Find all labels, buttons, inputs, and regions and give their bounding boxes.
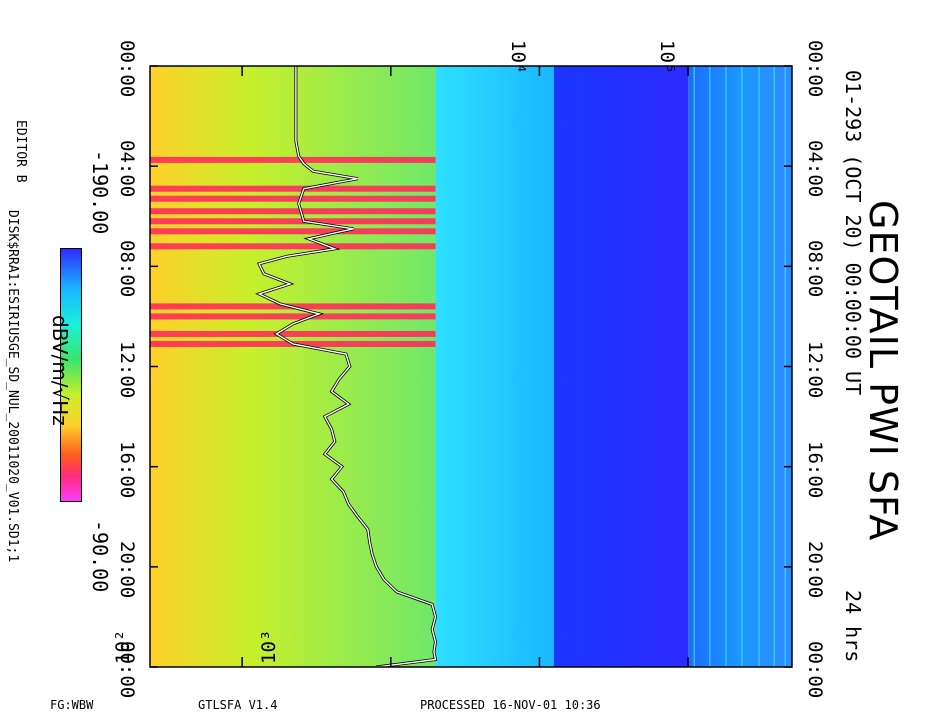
time-tick-label-right-3: 12:00: [804, 340, 826, 398]
red-burst-3: [150, 208, 436, 215]
colorbar-min-label: -190.00: [88, 150, 112, 235]
time-tick-label-left-4: 16:00: [116, 440, 138, 498]
red-burst-0: [150, 156, 436, 163]
chart-title: GEOTAIL PWI SFA: [861, 200, 905, 542]
freq-tick-label-2: 10⁴: [507, 40, 530, 75]
freq-tick-1000: 10³: [258, 629, 280, 664]
time-tick-label-left-0: 00:00: [116, 40, 138, 98]
colorbar: [60, 248, 82, 502]
time-tick-label-left-1: 04:00: [116, 140, 138, 198]
red-burst-6: [150, 243, 436, 250]
red-burst-9: [150, 330, 436, 337]
freq-tick-label-3: 10⁵: [656, 40, 679, 75]
footer-processed: PROCESSED 16-NOV-01 10:36: [420, 698, 601, 712]
time-tick-label-left-2: 08:00: [116, 240, 138, 298]
red-burst-2: [150, 195, 436, 202]
red-burst-8: [150, 313, 436, 320]
time-tick-label-right-2: 08:00: [804, 240, 826, 298]
time-tick-label-right-5: 20:00: [804, 540, 826, 599]
red-burst-5: [150, 228, 436, 235]
frequency-band-1: [150, 66, 436, 667]
time-tick-label-left-6: 00:00: [116, 641, 138, 699]
chart-subtitle: 01-293 (OCT 20) 00:00:00 UT: [841, 70, 865, 396]
footer-version: GTLSFA V1.4: [198, 698, 278, 712]
frequency-band-3: [553, 66, 689, 667]
frequency-band-4: [688, 66, 792, 667]
red-burst-4: [150, 218, 436, 225]
editor-label: EDITOR B: [13, 120, 28, 183]
colorbar-max-label: -90.00: [88, 520, 112, 593]
red-burst-1: [150, 185, 436, 192]
time-tick-label-right-4: 16:00: [804, 440, 826, 498]
file-path-label: DISK$RRA1:ESIRIUSGE_SD_NUL_20011020_V01.…: [5, 210, 20, 563]
time-tick-label-right-6: 00:00: [804, 641, 826, 699]
time-tick-label-left-3: 12:00: [116, 340, 138, 398]
profile-trace: [257, 66, 437, 667]
time-tick-label-right-0: 00:00: [804, 40, 826, 98]
time-tick-label-left-5: 20:00: [116, 540, 138, 599]
colorbar-unit-label: dBV/m/√Hz: [48, 315, 72, 426]
time-tick-label-right-1: 04:00: [804, 140, 826, 198]
frequency-band-2: [435, 66, 554, 667]
footer-left: FG:WBW: [50, 698, 94, 712]
duration-label: 24 hrs: [841, 590, 865, 663]
